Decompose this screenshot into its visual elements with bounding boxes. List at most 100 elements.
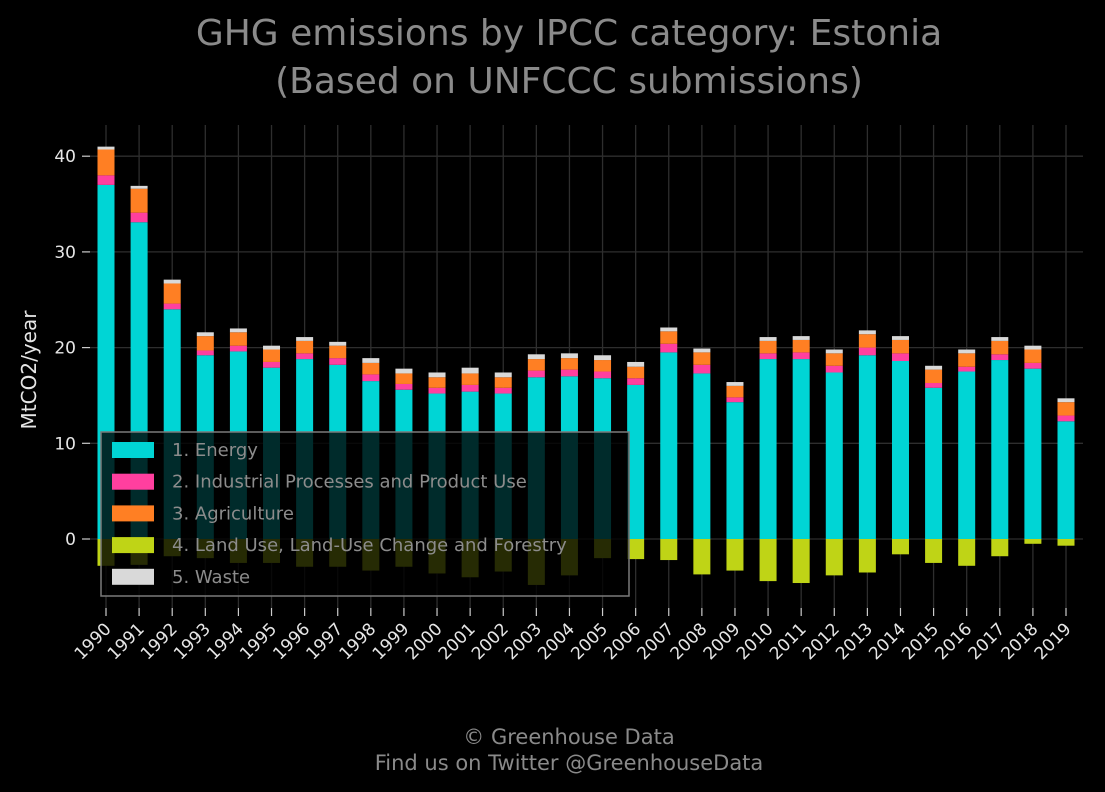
bar-segment — [925, 539, 943, 563]
bar-segment — [395, 373, 413, 384]
bar-segment — [560, 353, 578, 359]
x-tick-label: 1994 — [203, 619, 248, 664]
bar-segment — [229, 345, 247, 352]
legend-label: 5. Waste — [172, 567, 250, 588]
bar-segment — [891, 539, 909, 555]
bar-segment — [660, 327, 678, 332]
bar-segment — [991, 539, 1009, 557]
y-tick-label: 10 — [54, 434, 76, 454]
x-tick-label: 2006 — [600, 619, 645, 664]
bar-segment — [693, 352, 711, 365]
bar-segment — [163, 283, 181, 304]
bar-segment — [163, 303, 181, 310]
bar-segment — [560, 369, 578, 377]
bar-segment — [627, 539, 645, 560]
x-tick-label: 2014 — [865, 619, 910, 664]
chart-subtitle: (Based on UNFCCC submissions) — [275, 61, 863, 102]
bar-segment — [263, 349, 281, 362]
bar-segment — [527, 354, 545, 360]
bar-segment — [958, 349, 976, 354]
bar-segment — [726, 539, 744, 571]
y-tick-label: 30 — [54, 243, 76, 263]
bar-segment — [1024, 362, 1042, 369]
bar-segment — [1057, 539, 1075, 546]
bar-segment — [329, 341, 347, 346]
bar-segment — [296, 340, 314, 354]
x-tick-label: 2015 — [898, 619, 943, 664]
x-tick-label: 2000 — [402, 619, 447, 664]
legend-label: 4. Land Use, Land-Use Change and Forestr… — [172, 535, 567, 556]
x-tick-label: 2008 — [667, 619, 712, 664]
legend-label: 1. Energy — [172, 440, 258, 461]
bar-segment — [891, 336, 909, 340]
bar-segment — [858, 334, 876, 348]
bar-segment — [560, 358, 578, 370]
bar-segment — [594, 355, 612, 361]
bar-segment — [1057, 402, 1075, 416]
bar-segment — [726, 382, 744, 386]
x-tick-label: 1992 — [137, 619, 182, 664]
bar-segment — [296, 337, 314, 341]
bar-segment — [263, 345, 281, 350]
bar-segment — [1057, 421, 1075, 539]
bar-segment — [925, 365, 943, 370]
bar-segment — [329, 358, 347, 365]
x-tick-label: 2007 — [634, 619, 679, 664]
bar-segment — [97, 175, 115, 185]
x-tick-label: 2017 — [965, 619, 1010, 664]
bar-segment — [263, 361, 281, 368]
bar-segment — [196, 350, 214, 356]
bar-segment — [627, 366, 645, 379]
bar-segment — [1024, 539, 1042, 544]
legend-swatch — [112, 505, 154, 522]
x-tick-label: 2011 — [766, 619, 811, 664]
bar-segment — [958, 353, 976, 367]
bar-segment — [660, 331, 678, 344]
chart-title: GHG emissions by IPCC category: Estonia — [196, 13, 942, 54]
legend: 1. Energy 2. Industrial Processes and Pro… — [100, 431, 630, 597]
bar-segment — [329, 345, 347, 359]
x-tick-label: 2001 — [435, 619, 480, 664]
x-tick-label: 2012 — [799, 619, 844, 664]
bar-segment — [1024, 368, 1042, 539]
x-tick-label: 2018 — [998, 619, 1043, 664]
bar-segment — [196, 332, 214, 337]
bar-segment — [660, 352, 678, 539]
bar-segment — [693, 539, 711, 575]
bar-segment — [461, 384, 479, 392]
x-tick-label: 2002 — [468, 619, 513, 664]
x-tick-label: 2016 — [931, 619, 976, 664]
x-tick-label: 1999 — [369, 619, 414, 664]
bar-segment — [693, 373, 711, 539]
bar-segment — [891, 353, 909, 361]
x-tick-label: 2009 — [700, 619, 745, 664]
bar-segment — [726, 385, 744, 398]
bar-segment — [858, 347, 876, 356]
bar-segment — [958, 366, 976, 372]
bar-segment — [958, 539, 976, 566]
bar-segment — [925, 383, 943, 388]
legend-swatch — [112, 473, 154, 490]
credit-copyright: © Greenhouse Data — [463, 725, 674, 749]
bar-segment — [925, 369, 943, 384]
bar-segment — [693, 348, 711, 353]
y-tick-label: 0 — [65, 530, 76, 550]
x-tick-label: 1996 — [269, 619, 314, 664]
bar-segment — [163, 279, 181, 284]
x-tick-label: 2013 — [832, 619, 877, 664]
bar-segment — [494, 377, 512, 388]
bar-segment — [627, 378, 645, 385]
bar-segment — [627, 361, 645, 367]
x-tick-label: 1991 — [104, 619, 149, 664]
bar-segment — [660, 539, 678, 561]
bar-segment — [792, 539, 810, 584]
bar-segment — [1057, 415, 1075, 422]
bar-segment — [825, 353, 843, 366]
legend-label: 2. Industrial Processes and Product Use — [172, 472, 527, 493]
bar-segment — [229, 332, 247, 346]
x-tick-label: 1997 — [303, 619, 348, 664]
x-tick-label: 2019 — [1031, 619, 1076, 664]
bar-segment — [428, 372, 446, 378]
legend-swatch — [112, 442, 154, 458]
